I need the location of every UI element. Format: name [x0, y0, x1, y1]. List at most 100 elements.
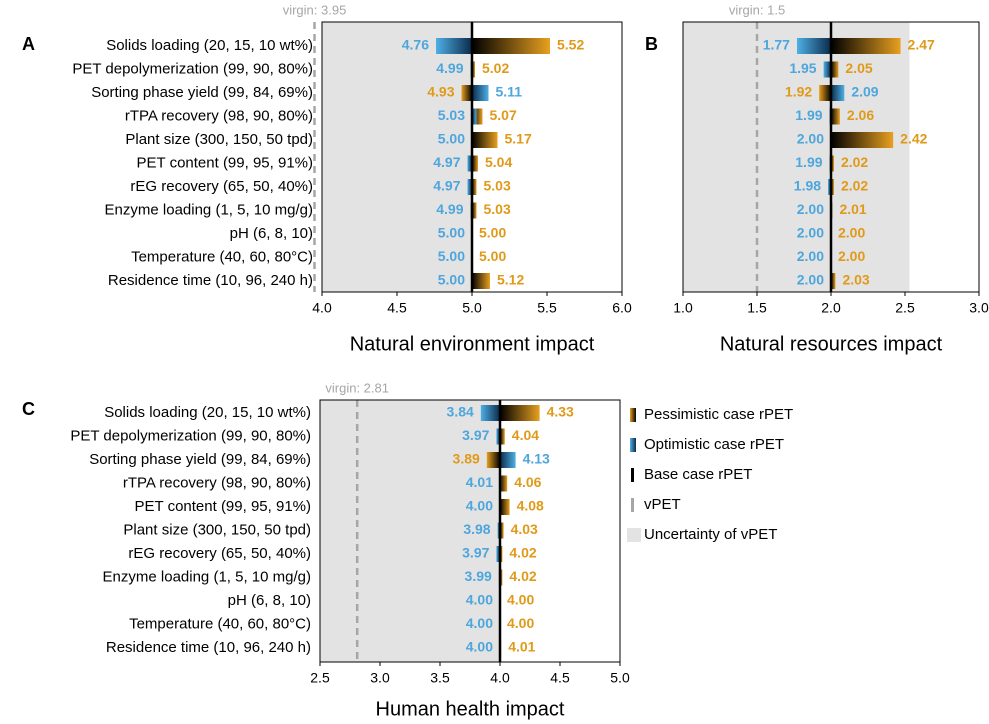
value-label: 3.84 [447, 404, 474, 420]
value-label: 5.00 [438, 131, 465, 147]
virgin-label: virgin: 1.5 [729, 2, 785, 17]
x-tick-label: 3.5 [430, 670, 450, 686]
x-tick-label: 1.0 [673, 300, 693, 316]
x-tick-label: 3.0 [969, 300, 989, 316]
category-label: Enzyme loading (1, 5, 10 mg/g) [105, 201, 313, 218]
value-label: 1.77 [763, 37, 790, 53]
x-tick-label: 5.0 [462, 300, 482, 316]
pessimistic-bar [831, 108, 840, 125]
value-label: 5.03 [484, 178, 511, 194]
value-label: 3.97 [462, 427, 489, 443]
pessimistic-bar [472, 132, 498, 148]
legend-label: vPET [644, 496, 681, 513]
plot-frame [321, 21, 623, 293]
pessimistic-bar [831, 155, 834, 172]
value-label: 5.12 [497, 272, 524, 288]
optimistic-bar [823, 61, 831, 78]
plot-frame [319, 399, 621, 663]
category-label: PET depolymerization (99, 90, 80%) [72, 60, 313, 77]
value-label: 2.00 [797, 201, 824, 217]
x-tick-label: 6.0 [612, 300, 632, 316]
pessimistic-bar [472, 108, 483, 125]
x-tick-label: 5.5 [537, 300, 557, 316]
pessimistic-bar [831, 38, 901, 54]
value-label: 4.01 [466, 474, 493, 490]
value-label: 4.02 [509, 568, 536, 584]
value-label: 5.00 [479, 248, 506, 264]
value-label: 2.02 [841, 178, 868, 194]
pessimistic-bar [831, 132, 894, 148]
pessimistic-bar [500, 405, 540, 421]
value-label: 4.00 [507, 592, 534, 608]
value-label: 5.17 [505, 131, 532, 147]
virgin-label: virgin: 3.95 [283, 2, 347, 17]
pessimistic-bar [500, 475, 508, 492]
value-label: 5.00 [479, 225, 506, 241]
pessimistic-bar [472, 273, 490, 289]
value-label: 2.05 [845, 60, 872, 76]
x-tick-label: 4.0 [312, 300, 332, 316]
value-label: 2.01 [839, 201, 866, 217]
optimistic-bar [480, 405, 500, 421]
category-label: Solids loading (20, 15, 10 wt%) [106, 37, 313, 54]
panel-label: B [645, 34, 658, 54]
optimistic-bar [472, 85, 489, 101]
value-label: 5.11 [496, 84, 523, 100]
category-label: PET depolymerization (99, 90, 80%) [70, 427, 311, 444]
value-label: 1.99 [795, 154, 822, 170]
uncertainty-band [320, 400, 500, 662]
value-label: 4.33 [547, 404, 574, 420]
category-label: rEG recovery (65, 50, 40%) [130, 178, 313, 195]
legend-swatch [631, 468, 634, 482]
value-label: 2.03 [842, 272, 869, 288]
value-label: 4.06 [514, 474, 541, 490]
category-label: Enzyme loading (1, 5, 10 mg/g) [103, 568, 311, 585]
value-label: 4.00 [466, 592, 493, 608]
optimistic-bar [436, 38, 472, 54]
pessimistic-bar [472, 155, 478, 172]
value-label: 5.00 [438, 272, 465, 288]
value-label: 4.08 [517, 498, 544, 514]
legend-swatch [627, 528, 641, 542]
x-axis-title: Human health impact [376, 698, 565, 720]
optimistic-bar [496, 546, 500, 562]
legend-swatch [631, 498, 634, 512]
category-label: PET content (99, 95, 91%) [137, 154, 314, 171]
category-label: Plant size (300, 150, 50 tpd) [123, 521, 311, 538]
value-label: 1.98 [794, 178, 821, 194]
category-label: rEG recovery (65, 50, 40%) [128, 545, 311, 562]
x-tick-label: 5.0 [610, 670, 630, 686]
value-label: 4.99 [436, 60, 463, 76]
value-label: 1.99 [795, 107, 822, 123]
category-label: PET content (99, 95, 91%) [135, 498, 312, 515]
legend-label: Pessimistic case rPET [644, 406, 793, 423]
x-tick-label: 4.5 [387, 300, 407, 316]
x-tick-label: 2.5 [895, 300, 915, 316]
value-label: 1.92 [785, 84, 812, 100]
pessimistic-bar [831, 273, 836, 289]
value-label: 3.99 [465, 568, 492, 584]
value-label: 3.97 [462, 545, 489, 561]
value-label: 4.00 [466, 498, 493, 514]
optimistic-bar [828, 179, 831, 195]
pessimistic-bar [472, 179, 477, 195]
value-label: 2.42 [900, 131, 927, 147]
legend-swatch [630, 438, 636, 452]
x-tick-label: 2.5 [310, 670, 330, 686]
pessimistic-bar [472, 38, 550, 54]
optimistic-bar [496, 428, 500, 445]
x-tick-label: 3.0 [370, 670, 390, 686]
value-label: 2.47 [908, 37, 935, 53]
pessimistic-bar [472, 202, 477, 219]
value-label: 1.95 [789, 60, 816, 76]
category-label: Plant size (300, 150, 50 tpd) [125, 131, 313, 148]
optimistic-bar [796, 38, 831, 54]
optimistic-bar [467, 179, 472, 195]
value-label: 2.02 [841, 154, 868, 170]
category-label: Residence time (10, 96, 240 h) [106, 639, 311, 656]
value-label: 4.01 [508, 639, 535, 655]
x-axis-title: Natural environment impact [350, 333, 595, 355]
value-label: 5.52 [557, 37, 584, 53]
value-label: 4.03 [511, 521, 538, 537]
